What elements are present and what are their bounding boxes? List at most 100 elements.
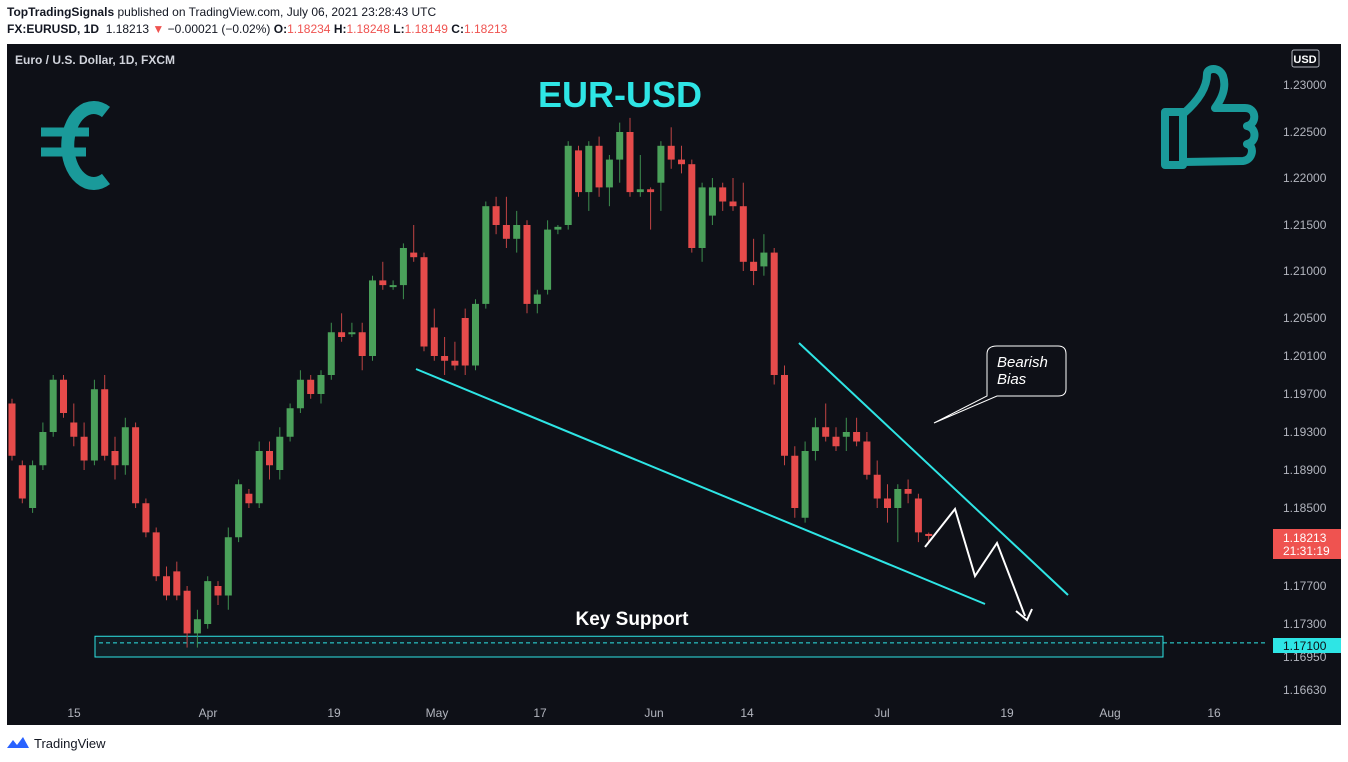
candle: [832, 427, 840, 451]
candle: [204, 576, 212, 629]
chart-title: EUR-USD: [538, 74, 702, 115]
candle: [492, 196, 500, 235]
candle-body: [317, 375, 325, 394]
y-tick-label: 1.22000: [1283, 171, 1327, 185]
candle-body: [719, 187, 727, 202]
candle-body: [39, 432, 47, 466]
candle-body: [152, 532, 160, 577]
x-tick-label: 15: [67, 706, 81, 720]
candle: [595, 136, 603, 197]
candle: [235, 479, 243, 543]
candle-body: [822, 427, 830, 437]
candle-body: [430, 327, 438, 356]
publish-line: TopTradingSignals published on TradingVi…: [7, 5, 436, 19]
x-tick-label: Aug: [1099, 706, 1120, 720]
x-tick-label: Jul: [874, 706, 889, 720]
x-tick-label: Apr: [199, 706, 218, 720]
candle: [286, 403, 294, 442]
candle-body: [472, 303, 479, 366]
candle-body: [595, 145, 603, 188]
y-tick-label: 1.21000: [1283, 264, 1327, 278]
candle: [348, 322, 356, 337]
price-axis[interactable]: [1267, 44, 1341, 704]
candle: [327, 322, 335, 380]
candle: [781, 365, 788, 466]
candle-body: [307, 379, 315, 394]
candle-body: [255, 451, 263, 504]
x-tick-label: 19: [1000, 706, 1014, 720]
x-tick-label: 17: [533, 706, 547, 720]
candle-body: [781, 375, 788, 456]
candle: [904, 479, 912, 504]
candle-body: [554, 226, 562, 230]
chart-area[interactable]: Bearish Bias EUR-USD Euro / U.S. Dollar,…: [7, 44, 1341, 725]
candle: [842, 417, 850, 451]
y-tick-label: 1.18500: [1283, 501, 1327, 515]
candle-body: [245, 493, 253, 504]
candle: [224, 527, 232, 610]
candle: [379, 261, 387, 290]
upper-trendline: [798, 342, 1069, 596]
publisher-name[interactable]: TopTradingSignals: [7, 5, 115, 19]
candle-body: [729, 201, 737, 207]
candle: [729, 178, 737, 211]
candle-body: [667, 145, 675, 160]
candle-body: [801, 451, 809, 518]
candle: [667, 127, 675, 169]
open-label: O:: [273, 22, 288, 36]
candle: [307, 375, 315, 399]
y-tick-label: 1.16950: [1283, 650, 1327, 664]
candle: [152, 527, 160, 582]
time-axis[interactable]: [7, 704, 1341, 725]
close-value: 1.18213: [463, 22, 508, 36]
candles-group: [8, 117, 933, 648]
instrument-label: Euro / U.S. Dollar, 1D, FXCM: [15, 53, 175, 67]
high-value: 1.18248: [346, 22, 390, 36]
last-price-badge: [1273, 529, 1341, 559]
candle: [739, 182, 747, 271]
candle: [90, 379, 98, 466]
candle: [647, 187, 655, 230]
candle-body: [492, 206, 500, 225]
chart-header: TopTradingSignals published on TradingVi…: [0, 0, 1348, 44]
open-value: 1.18234: [287, 22, 331, 36]
candle: [502, 196, 510, 248]
candle: [183, 586, 191, 648]
candle-body: [235, 484, 243, 538]
candle-body: [760, 252, 768, 267]
candle: [554, 225, 562, 235]
tradingview-brand[interactable]: TradingView: [34, 736, 106, 751]
candle: [575, 145, 582, 197]
candle-body: [348, 332, 356, 335]
candle-body: [183, 590, 191, 634]
candle-body: [101, 389, 109, 456]
candle-body: [605, 159, 613, 188]
candle-body: [29, 465, 37, 508]
thumbs-up-icon: [1161, 65, 1259, 169]
candle-body: [142, 503, 150, 533]
candle-body: [49, 379, 57, 432]
candle-body: [523, 225, 531, 304]
candle-body: [657, 145, 665, 183]
candle-body: [389, 285, 397, 288]
tradingview-logo-icon[interactable]: [6, 735, 30, 751]
candle-body: [708, 187, 716, 216]
annotation-text-line1: Bearish: [997, 354, 1048, 371]
candle-body: [18, 465, 26, 499]
candle-body: [296, 379, 304, 409]
candle-body: [338, 332, 346, 337]
y-tick-label: 1.20100: [1283, 349, 1327, 363]
candle-body: [276, 436, 284, 470]
candle: [80, 422, 88, 470]
currency-badge[interactable]: [1291, 49, 1320, 68]
y-tick-label: 1.19700: [1283, 387, 1327, 401]
candle-body: [533, 294, 541, 304]
close-label: C:: [451, 22, 464, 36]
x-tick-label: Jun: [644, 706, 663, 720]
candle: [245, 489, 253, 508]
candle: [255, 441, 263, 508]
last-price: 1.18213: [105, 22, 150, 36]
candle: [430, 308, 438, 361]
candle: [863, 432, 871, 480]
published-text: published on TradingView.com, July 06, 2…: [117, 5, 437, 19]
